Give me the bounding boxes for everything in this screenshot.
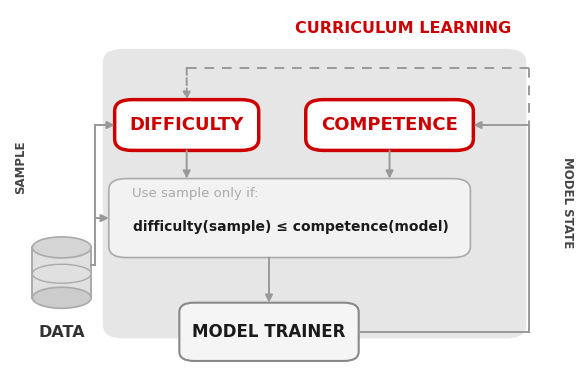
- Ellipse shape: [32, 264, 91, 283]
- Text: CURRICULUM LEARNING: CURRICULUM LEARNING: [295, 21, 511, 36]
- FancyBboxPatch shape: [109, 179, 470, 258]
- Text: difficulty(sample) ≤ competence(model): difficulty(sample) ≤ competence(model): [133, 220, 449, 235]
- Ellipse shape: [32, 287, 91, 308]
- FancyBboxPatch shape: [306, 100, 473, 150]
- Bar: [32, 247, 91, 298]
- Ellipse shape: [32, 237, 91, 258]
- Text: SAMPLE: SAMPLE: [14, 141, 27, 194]
- Text: COMPETENCE: COMPETENCE: [321, 116, 458, 134]
- FancyBboxPatch shape: [179, 303, 359, 361]
- Text: MODEL STATE: MODEL STATE: [561, 158, 574, 249]
- Text: DATA: DATA: [38, 325, 85, 340]
- Text: Use sample only if:: Use sample only if:: [132, 187, 259, 200]
- FancyBboxPatch shape: [115, 100, 259, 150]
- FancyBboxPatch shape: [103, 49, 526, 338]
- Text: MODEL TRAINER: MODEL TRAINER: [192, 323, 346, 341]
- Text: DIFFICULTY: DIFFICULTY: [129, 116, 244, 134]
